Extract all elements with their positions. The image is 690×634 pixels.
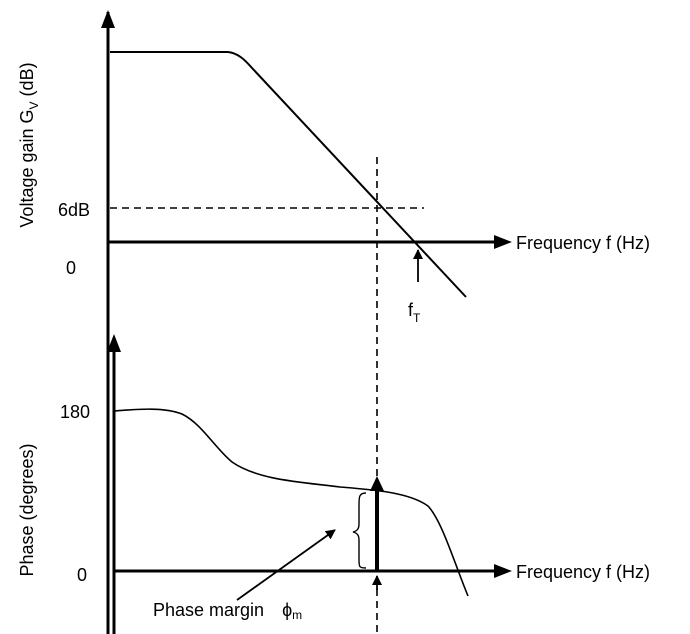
phase-margin-pointer-arrow <box>236 529 336 601</box>
gain-tick-6db: 6dB <box>58 200 90 220</box>
phase-x-axis-arrowhead <box>494 564 512 578</box>
gain-ylabel-unit: (dB) <box>17 62 37 96</box>
phase-y-axis-label: Phase (degrees) <box>17 443 37 576</box>
gain-x-axis-label: Frequency f (Hz) <box>516 233 650 253</box>
phase-margin-arrow-top <box>370 476 384 491</box>
phase-plot: Phase (degrees) 180 0 Frequency f (Hz) P… <box>17 334 650 634</box>
gain-ylabel-symbol: G <box>17 109 37 123</box>
phase-x-axis-label: Frequency f (Hz) <box>516 562 650 582</box>
gain-ylabel-text: Voltage gain <box>17 128 37 227</box>
gain-plot: Voltage gain GV (dB) 6dB 0 Frequency f (… <box>17 10 650 634</box>
gain-tick-0: 0 <box>66 258 76 278</box>
ft-label-sub: T <box>413 311 421 325</box>
phase-tick-0: 0 <box>77 565 87 585</box>
phase-margin-symbol: ϕ <box>282 600 292 620</box>
gain-y-axis-label: Voltage gain GV (dB) <box>17 62 42 227</box>
phase-margin-brace <box>352 492 367 569</box>
gain-curve <box>110 51 467 298</box>
phase-margin-label: Phase margin ϕm <box>153 600 302 622</box>
phase-margin-label-text: Phase margin <box>153 600 264 620</box>
ft-label-main: f <box>408 300 414 320</box>
gain-x-axis-arrowhead <box>494 235 512 249</box>
phase-tick-180: 180 <box>60 402 90 422</box>
phase-y-axis-arrowhead <box>107 334 121 352</box>
phase-curve <box>113 408 469 597</box>
phase-margin-symbol-sub: m <box>292 608 302 622</box>
gain-ylabel-symbol-sub: V <box>27 101 41 109</box>
ft-label: fT <box>408 300 421 325</box>
gain-y-axis-arrowhead <box>101 10 115 28</box>
